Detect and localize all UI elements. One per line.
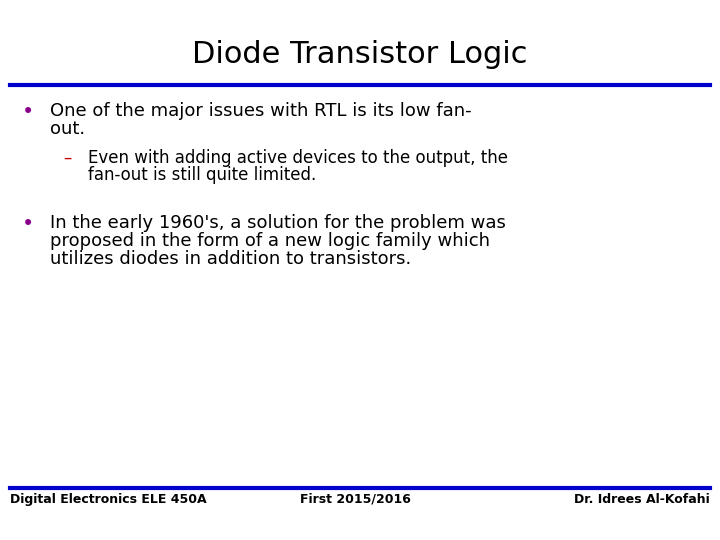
Text: First 2015/2016: First 2015/2016 (300, 493, 411, 506)
Text: Diode Transistor Logic: Diode Transistor Logic (192, 40, 528, 69)
Text: Even with adding active devices to the output, the: Even with adding active devices to the o… (88, 149, 508, 167)
Text: fan-out is still quite limited.: fan-out is still quite limited. (88, 166, 316, 184)
Text: •: • (22, 214, 35, 234)
Text: Digital Electronics ELE 450A: Digital Electronics ELE 450A (10, 493, 207, 506)
Text: proposed in the form of a new logic family which: proposed in the form of a new logic fami… (50, 232, 490, 249)
Text: –: – (63, 149, 71, 167)
Text: Dr. Idrees Al-Kofahi: Dr. Idrees Al-Kofahi (575, 493, 710, 506)
Text: One of the major issues with RTL is its low fan-: One of the major issues with RTL is its … (50, 102, 472, 120)
Text: In the early 1960's, a solution for the problem was: In the early 1960's, a solution for the … (50, 214, 506, 232)
Text: •: • (22, 102, 35, 122)
Text: utilizes diodes in addition to transistors.: utilizes diodes in addition to transisto… (50, 249, 411, 268)
Text: out.: out. (50, 120, 85, 138)
